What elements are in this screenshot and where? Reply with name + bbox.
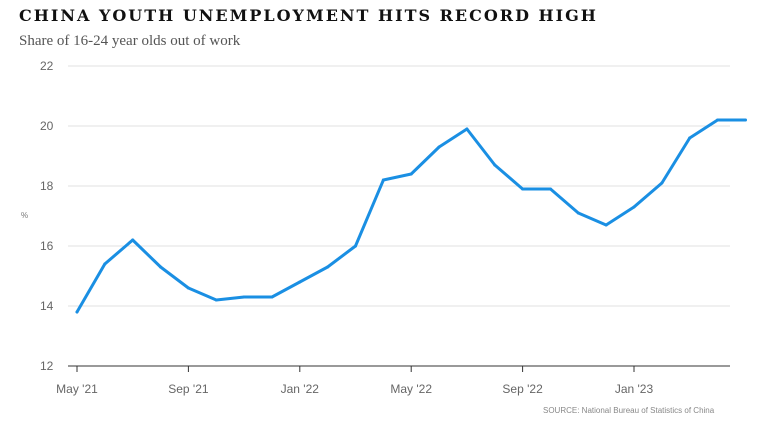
- x-tick-label: Jan '23: [615, 382, 654, 396]
- x-tick-label: Sep '21: [168, 382, 209, 396]
- data-point: [354, 244, 357, 248]
- data-point: [493, 163, 497, 167]
- x-tick-label: May '22: [390, 382, 432, 396]
- data-point: [521, 187, 525, 191]
- chart-title: CHINA YOUTH UNEMPLOYMENT HITS RECORD HIG…: [19, 6, 598, 25]
- data-point: [604, 223, 608, 227]
- data-point: [298, 280, 302, 284]
- data-point: [437, 145, 441, 149]
- data-point: [75, 310, 79, 314]
- data-point: [660, 181, 664, 185]
- data-point: [409, 172, 413, 176]
- y-tick-label-18: 18: [40, 179, 54, 193]
- y-axis-ticks: 12 14 16 18 20 22: [40, 59, 54, 373]
- data-point: [465, 127, 469, 131]
- x-tick-label: Sep '22: [502, 382, 543, 396]
- y-tick-label-22: 22: [40, 59, 54, 73]
- y-tick-label-12: 12: [40, 359, 54, 373]
- data-point: [716, 118, 720, 122]
- data-point: [159, 265, 163, 269]
- data-point: [632, 205, 636, 209]
- data-point: [576, 211, 580, 215]
- x-tick-label: Jan '22: [281, 382, 320, 396]
- chart-subtitle: Share of 16-24 year olds out of work: [19, 33, 241, 49]
- source-note: SOURCE: National Bureau of Statistics of…: [543, 406, 715, 415]
- x-axis: May '21 Sep '21 Jan '22 May '22 Sep '22 Jan '…: [56, 365, 730, 396]
- y-axis-label: %: [21, 211, 29, 220]
- series-line-0: [75, 118, 747, 314]
- data-point: [270, 295, 274, 299]
- data-point: [381, 178, 385, 182]
- data-point: [743, 118, 747, 122]
- data-point: [326, 265, 330, 269]
- data-point: [186, 286, 190, 290]
- series-layer: [75, 118, 747, 314]
- y-tick-label-14: 14: [40, 299, 54, 313]
- data-point: [103, 262, 107, 266]
- data-point: [242, 295, 246, 299]
- data-point: [214, 298, 218, 302]
- y-tick-label-20: 20: [40, 119, 54, 133]
- data-point: [548, 187, 552, 191]
- data-point: [688, 136, 692, 140]
- data-point: [131, 238, 135, 242]
- y-tick-label-16: 16: [40, 239, 54, 253]
- x-tick-label: May '21: [56, 382, 98, 396]
- grid-lines: [68, 65, 730, 307]
